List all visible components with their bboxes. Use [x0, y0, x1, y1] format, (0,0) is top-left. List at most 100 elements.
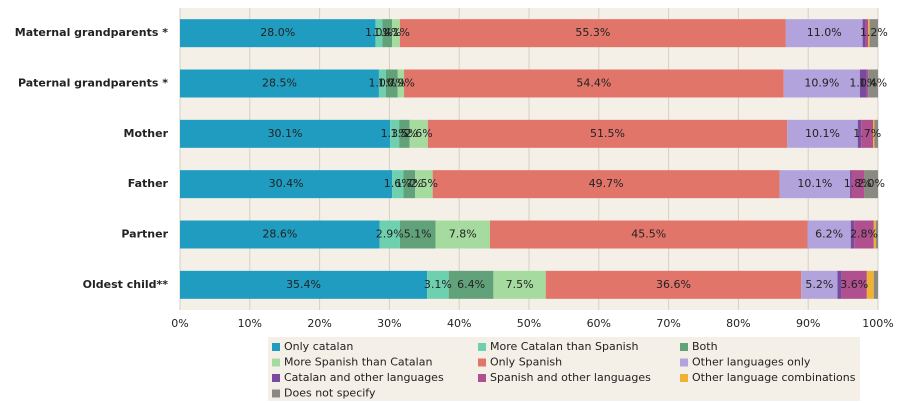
- data-label: 28.6%: [262, 228, 297, 241]
- y-tick-label: Paternal grandparents *: [18, 77, 168, 90]
- bar-segment: [850, 220, 855, 249]
- bar-segment: [862, 19, 866, 48]
- data-label: 30.4%: [269, 177, 304, 190]
- x-tick-label: 10%: [238, 317, 262, 330]
- data-label: 1.6%: [384, 177, 412, 190]
- bar-segment: [379, 220, 400, 249]
- bar-segment: [868, 19, 870, 48]
- data-label: 35.4%: [286, 278, 321, 291]
- bar-segment: [435, 220, 490, 249]
- bar-segment: [807, 220, 851, 249]
- bar-segment: [180, 270, 428, 299]
- data-label: 6.4%: [457, 278, 485, 291]
- bar-segment: [859, 69, 867, 98]
- legend-swatch: [680, 374, 688, 382]
- legend-background: [268, 337, 860, 401]
- bar-segment: [779, 170, 851, 199]
- data-label: 30.1%: [268, 127, 303, 140]
- legend-label: Only Spanish: [490, 356, 562, 369]
- bar-segment: [385, 69, 398, 98]
- bar-segment: [432, 170, 780, 199]
- bar-segment: [864, 170, 878, 199]
- bar-segment: [493, 270, 546, 299]
- legend-label: Both: [692, 340, 718, 353]
- legend-label: More Catalan than Spanish: [490, 340, 638, 353]
- bar-segment: [403, 170, 416, 199]
- legend-label: Other languages only: [692, 356, 811, 369]
- data-label: 1.7%: [378, 77, 406, 90]
- bar-segment: [874, 119, 878, 148]
- bar-segment: [866, 270, 874, 299]
- bar-segment: [837, 270, 842, 299]
- bar-segment: [861, 119, 874, 148]
- legend-swatch: [272, 343, 280, 351]
- data-label: 10.1%: [805, 127, 840, 140]
- bar-segment: [390, 119, 400, 148]
- bar-segment: [854, 220, 874, 249]
- legend-label: Catalan and other languages: [284, 371, 444, 384]
- data-label: 1.5%: [390, 127, 418, 140]
- data-label: 5.2%: [805, 278, 833, 291]
- legend-label: More Spanish than Catalan: [284, 356, 432, 369]
- bar-segment: [375, 19, 383, 48]
- x-tick-label: 20%: [307, 317, 331, 330]
- data-label: 1.7%: [395, 177, 423, 190]
- y-tick-label: Oldest child**: [83, 278, 169, 291]
- bar-segment: [378, 69, 386, 98]
- data-label: 51.5%: [590, 127, 625, 140]
- bar-segment: [382, 19, 393, 48]
- x-tick-label: 70%: [656, 317, 680, 330]
- bar-segment: [857, 119, 862, 148]
- bar-segment: [873, 119, 875, 148]
- bar-segment: [875, 220, 878, 249]
- x-tick-label: 60%: [587, 317, 611, 330]
- data-label: 45.5%: [631, 228, 666, 241]
- x-tick-label: 0%: [171, 317, 188, 330]
- data-label: 11.0%: [807, 26, 842, 39]
- bar-segment: [415, 170, 433, 199]
- bar-segment: [409, 119, 428, 148]
- bar-segment: [427, 119, 788, 148]
- data-label: 7.5%: [506, 278, 534, 291]
- x-tick-label: 40%: [447, 317, 471, 330]
- bar-segment: [865, 19, 869, 48]
- bar-segment: [392, 170, 404, 199]
- bar-segment: [180, 119, 391, 148]
- data-label: 2.9%: [376, 228, 404, 241]
- data-label: 1.2%: [860, 26, 888, 39]
- data-label: 1.4%: [859, 77, 887, 90]
- data-label: 28.0%: [260, 26, 295, 39]
- data-label: 54.4%: [576, 77, 611, 90]
- bar-segment: [851, 170, 865, 199]
- data-label: 49.7%: [589, 177, 624, 190]
- bar-segment: [866, 69, 869, 98]
- bar-segment: [180, 19, 376, 48]
- bar-segment: [180, 220, 380, 249]
- legend-label: Spanish and other languages: [490, 371, 651, 384]
- data-label: 3.6%: [840, 278, 868, 291]
- x-tick-label: 30%: [377, 317, 401, 330]
- y-tick-label: Mother: [124, 127, 169, 140]
- bar-segment: [397, 69, 405, 98]
- data-label: 10.1%: [797, 177, 832, 190]
- bar-segment: [850, 170, 852, 199]
- data-label: 1.0%: [368, 77, 396, 90]
- data-label: 1.4%: [373, 26, 401, 39]
- data-label: 2.8%: [850, 228, 878, 241]
- x-tick-label: 90%: [796, 317, 820, 330]
- bar-segment: [404, 69, 784, 98]
- bar-segment: [392, 19, 400, 48]
- data-label: 0.9%: [387, 77, 415, 90]
- bar-segment: [787, 119, 858, 148]
- bar-segment: [399, 119, 410, 148]
- legend-swatch: [478, 358, 486, 367]
- y-tick-label: Maternal grandparents *: [15, 26, 168, 39]
- legend-swatch: [478, 374, 486, 382]
- legend-label: Only catalan: [284, 340, 353, 353]
- data-label: 55.3%: [575, 26, 610, 39]
- data-label: 5.1%: [404, 228, 432, 241]
- bar-segment: [873, 220, 876, 249]
- bar-segment: [399, 220, 436, 249]
- legend-swatch: [680, 343, 688, 351]
- bar-segment: [545, 270, 802, 299]
